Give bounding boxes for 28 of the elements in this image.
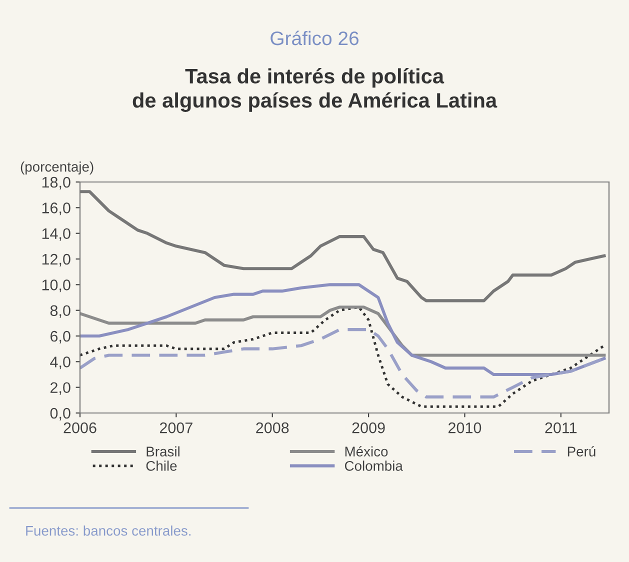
x-tick-label: 2010 [448,422,482,434]
x-tick-label: 2008 [256,422,289,434]
y-tick-label: 2,0 [50,382,70,395]
legend-label: México [345,446,388,456]
y-tick-label: 16,0 [42,202,70,216]
y-tick-label: 10,0 [42,280,70,292]
legend-label: Chile [146,460,177,471]
y-tick-label: 18,0 [42,176,70,190]
x-tick-label: 2006 [64,422,96,434]
line-series [80,306,606,408]
y-tick-label: 8,0 [50,305,70,318]
y-tick-label: 6,0 [50,330,70,344]
x-tick-label: 2009 [352,422,385,434]
x-tick-label: 2007 [160,422,192,434]
legend-label: Colombia [344,460,403,471]
legend-label: Perú [568,446,596,456]
x-tick-label: 2011 [545,422,577,434]
y-axis-title: (porcentaje) [20,162,94,174]
legend-label: Brasil [146,446,180,456]
y-tick-label: 0,0 [50,408,70,420]
chart-subtitle: Tasa de interés de política de algunos países de América Latina [132,68,498,112]
source-note: Fuentes: bancos centrales. [26,526,190,536]
line-series [80,283,606,376]
y-tick-label: 4,0 [50,356,70,370]
y-tick-label: 12,0 [42,254,70,266]
chart-title: Gráfico 26 [270,30,358,46]
line-series [80,306,606,357]
y-tick-label: 14,0 [42,228,70,241]
